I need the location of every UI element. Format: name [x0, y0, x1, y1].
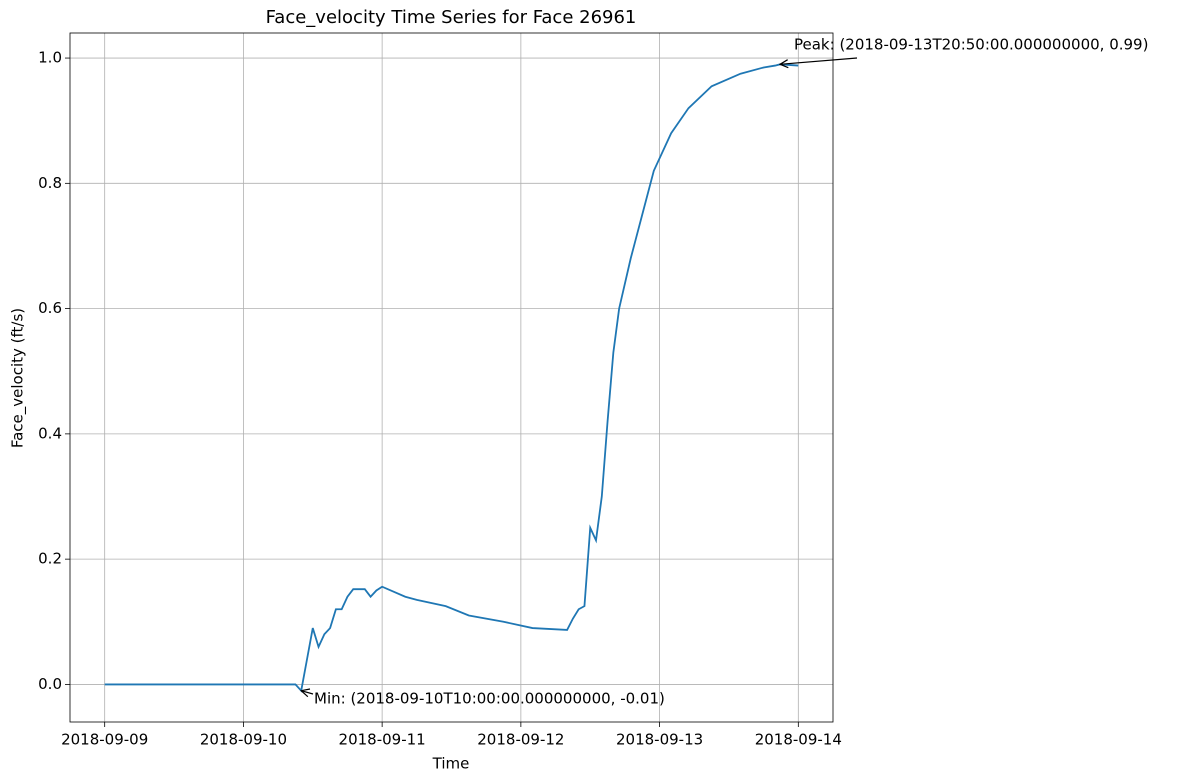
y-tick-label: 0.6 [38, 299, 62, 317]
annotation: Min: (2018-09-10T10:00:00.000000000, -0.… [314, 690, 665, 708]
y-tick-label: 1.0 [38, 49, 62, 67]
annotation: Peak: (2018-09-13T20:50:00.000000000, 0.… [794, 36, 1148, 54]
x-tick-label: 2018-09-11 [339, 731, 426, 749]
annotation-arrow [780, 57, 858, 64]
x-tick-label: 2018-09-12 [477, 731, 564, 749]
x-tick-label: 2018-09-14 [755, 731, 842, 749]
y-tick-label: 0.8 [38, 174, 62, 192]
annotation-arrow [301, 691, 314, 694]
data-line [104, 63, 799, 693]
chart-title: Face_velocity Time Series for Face 26961 [266, 7, 637, 28]
x-tick-label: 2018-09-13 [616, 731, 703, 749]
y-tick-label: 0.2 [38, 550, 62, 568]
plot-frame [69, 32, 834, 723]
x-tick-label: 2018-09-09 [61, 731, 148, 749]
y-tick-label: 0.0 [38, 675, 62, 693]
y-tick-label: 0.4 [38, 424, 62, 442]
x-tick-label: 2018-09-10 [200, 731, 287, 749]
x-axis-label: Time [432, 755, 470, 773]
y-axis-label: Face_velocity (ft/s) [9, 308, 28, 448]
